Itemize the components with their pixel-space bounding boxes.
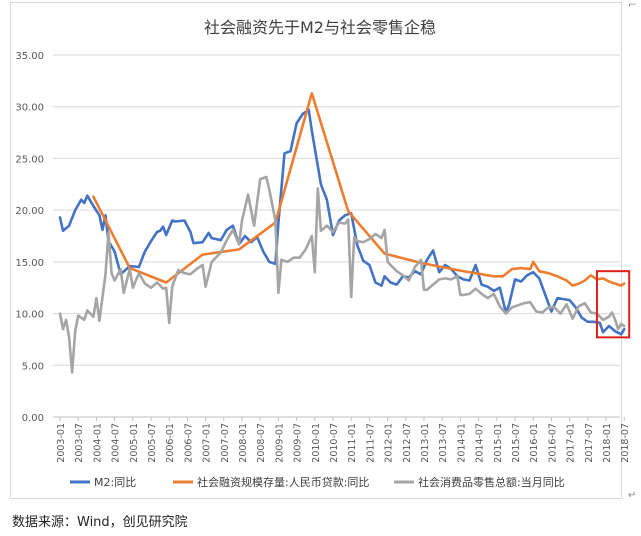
x-tick-label: 2003-01 — [56, 423, 67, 463]
x-tick-label: 2012-07 — [402, 423, 413, 463]
series-line-1 — [58, 108, 626, 336]
x-tick-label: 2007-07 — [220, 423, 231, 463]
legend-label-3: 社会消费品零售总额:当月同比 — [418, 475, 565, 489]
x-tick-label: 2004-01 — [92, 423, 103, 463]
highlight-box — [595, 270, 631, 339]
x-tick-label: 2013-07 — [438, 423, 449, 463]
x-tick-label: 2012-01 — [384, 423, 395, 463]
x-tick-label: 2008-01 — [238, 423, 249, 463]
page-corner-mark: ⌐ — [628, 0, 637, 11]
x-tick-label: 2014-01 — [456, 423, 467, 463]
y-tick-label: 30.00 — [15, 103, 44, 114]
x-tick-label: 2007-01 — [202, 423, 213, 463]
x-tick-label: 2003-07 — [74, 423, 85, 463]
source-note: 数据来源：Wind，创见研究院 — [12, 515, 188, 530]
x-tick-label: 2008-07 — [256, 423, 267, 463]
series-line-3 — [58, 175, 626, 374]
x-tick-label: 2010-01 — [311, 423, 322, 463]
x-tick-label: 2013-01 — [420, 423, 431, 463]
x-tick-label: 2011-01 — [347, 423, 358, 463]
x-tick-label: 2018-01 — [602, 423, 613, 463]
x-tick-label: 2006-07 — [183, 423, 194, 463]
x-tick-label: 2005-01 — [129, 423, 140, 463]
x-tick-label: 2016-07 — [547, 423, 558, 463]
x-tick-label: 2018-07 — [620, 423, 631, 463]
x-tick-label: 2004-07 — [111, 423, 122, 463]
x-tick-label: 2014-07 — [475, 423, 486, 463]
x-tick-label: 2005-07 — [147, 423, 158, 463]
y-tick-label: 35.00 — [15, 51, 44, 62]
y-tick-label: 25.00 — [15, 154, 44, 165]
x-tick-label: 2015-01 — [493, 423, 504, 463]
x-tick-label: 2009-07 — [293, 423, 304, 463]
x-tick-label: 2011-07 — [365, 423, 376, 463]
x-tick-label: 2016-01 — [529, 423, 540, 463]
x-tick-label: 2009-01 — [274, 423, 285, 463]
y-tick-label: 10.00 — [15, 310, 44, 321]
x-tick-label: 2006-01 — [165, 423, 176, 463]
x-tick-label: 2017-07 — [584, 423, 595, 463]
legend-label-1: M2:同比 — [94, 476, 136, 489]
y-tick-label: 20.00 — [15, 206, 44, 217]
y-tick-label: 5.00 — [22, 361, 44, 372]
chart-title: 社会融资先于M2与社会零售企稳 — [204, 18, 436, 37]
series-line-2 — [92, 92, 626, 287]
paragraph-mark: ↵ — [628, 490, 637, 501]
y-tick-label: 0.00 — [22, 413, 44, 424]
y-tick-label: 15.00 — [15, 258, 44, 269]
x-tick-label: 2010-07 — [329, 423, 340, 463]
x-tick-label: 2017-01 — [566, 423, 577, 463]
x-tick-label: 2015-07 — [511, 423, 522, 463]
legend-label-2: 社会融资规模存量:人民币贷款:同比 — [197, 475, 369, 489]
